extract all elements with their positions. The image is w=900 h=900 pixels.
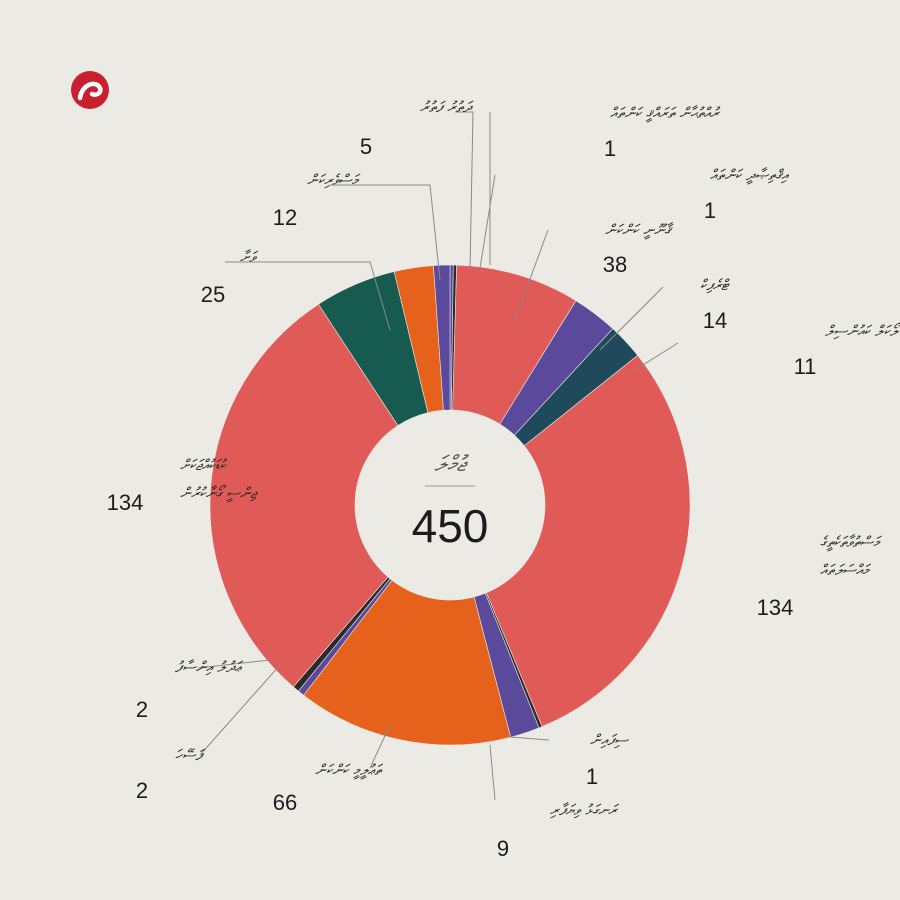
slice-value-1: 1 [604, 136, 616, 161]
slice-value-10: 2 [136, 778, 148, 803]
slice-value-3: 38 [603, 252, 627, 277]
slice-15 [433, 264, 451, 411]
leader-line-14 [330, 184, 441, 281]
center-total: 450 [412, 500, 489, 552]
slice-label-5: ލޯކަލް ކައުންސިލް [825, 322, 900, 340]
slice-label-6: މައްސަލަތައް [820, 561, 871, 579]
leader-lines [197, 111, 679, 801]
slice-label-13: ވަށާ [240, 248, 258, 266]
slice-value-2: 1 [704, 198, 716, 223]
leader-line-2 [479, 174, 496, 269]
slice-label-11: ޢަދުލު އިންސާފު [175, 658, 243, 676]
slice-9 [303, 579, 512, 746]
slice-value-8: 9 [497, 836, 509, 861]
slice-label-4: ޓްރެފިކް [700, 276, 730, 294]
slice-label-15: ދަތުރު ފަތުރު [420, 98, 474, 116]
slice-label-12: ޖިންސީ ގޯނާކުރުން [180, 484, 258, 503]
slice-label-7: ސިފައިން [590, 731, 629, 749]
leader-line-9 [369, 724, 391, 769]
slice-label-2: އިޤްތިޞާދީ ކަންތައް [710, 166, 789, 185]
slice-label-1: ރުއްތުޙާން ތަރައްޤީ ކަންތައް [610, 104, 721, 123]
brand-logo-icon [71, 71, 109, 109]
slice-value-9: 66 [273, 790, 297, 815]
slice-6 [486, 354, 691, 728]
leader-line-5 [634, 342, 679, 371]
slice-label-12: ކުޑަކުއްޖަކަށް [180, 456, 228, 474]
leader-line-7 [509, 736, 550, 741]
slice-value-5: 11 [794, 354, 817, 379]
center-title: ޖުމްލަ [434, 452, 468, 477]
slice-value-6: 134 [757, 595, 794, 620]
slice-value-12: 134 [107, 490, 144, 515]
center-readout: ޖުމްލަ 450 [412, 452, 489, 552]
leader-line-15 [455, 111, 474, 271]
slice-value-13: 25 [201, 282, 225, 307]
slice-label-10: ފަސޭހަ [175, 746, 205, 764]
slice-12 [209, 303, 399, 688]
leader-line-11 [197, 659, 271, 669]
slice-value-14: 12 [273, 205, 297, 230]
slice-labels: ރުއްތުޙާން ތަރައްޤީ ކަންތައް 1 އިޤްތިޞާދީ … [107, 98, 900, 861]
slice-label-8: ރަނގަޅު ވިޔަފާރި [550, 801, 619, 819]
leader-line-3 [514, 229, 549, 321]
slice-label-3: ޤާނޫނީ ކަންކަން [605, 221, 674, 240]
leader-line-13 [225, 261, 391, 331]
leader-line-4 [599, 286, 664, 351]
leader-line-10 [199, 664, 281, 756]
leader-line-8 [489, 744, 496, 801]
slice-value-4: 14 [703, 308, 727, 333]
slice-value-15: 5 [360, 134, 372, 159]
slice-value-11: 2 [136, 697, 148, 722]
slice-label-6: މަސްތުވާތަކެތީގެ [820, 533, 882, 552]
slices-group [209, 264, 691, 746]
slice-value-7: 1 [586, 764, 598, 789]
slice-label-14: މަސްވެރިކަން [307, 171, 360, 189]
slice-label-9: ތަޢުލީމީ ކަންކަން [315, 761, 383, 780]
